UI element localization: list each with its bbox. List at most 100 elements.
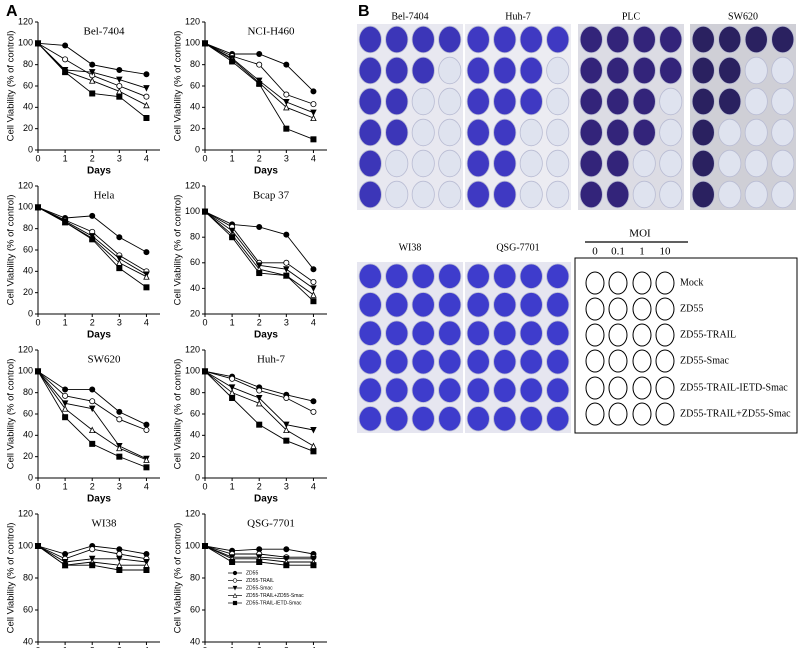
well	[385, 349, 409, 375]
y-tick-label: 0	[195, 144, 200, 154]
x-tick-label: 4	[311, 645, 316, 648]
legend-label: ZD55-TRAIL	[246, 578, 274, 584]
plate-label: QSG-7701	[496, 242, 539, 253]
x-tick-label: 0	[35, 153, 40, 163]
well	[493, 377, 517, 403]
well	[718, 149, 742, 178]
plate-label: Huh-7	[505, 11, 531, 22]
point	[310, 114, 317, 121]
y-tick-label: 120	[18, 180, 33, 190]
well	[659, 56, 683, 85]
chart-title: QSG-7701	[247, 518, 295, 530]
legend-label: ZD55-TRAIL-IETD-Smac	[246, 600, 302, 606]
moi-well	[632, 349, 652, 373]
well	[519, 320, 543, 346]
well	[659, 180, 683, 209]
well	[632, 149, 656, 178]
point	[88, 77, 96, 84]
point	[283, 562, 290, 569]
x-axis-label: Days	[254, 330, 278, 341]
well	[358, 377, 382, 403]
well	[411, 263, 435, 289]
y-tick-label: 100	[185, 206, 200, 216]
point	[256, 387, 263, 394]
point	[143, 567, 150, 574]
point	[310, 426, 317, 434]
panel-label: A	[6, 3, 18, 20]
y-tick-label: 80	[190, 572, 200, 582]
well	[438, 263, 462, 289]
point	[143, 93, 150, 100]
well	[771, 25, 795, 54]
well	[493, 118, 517, 147]
well	[691, 87, 715, 116]
x-tick-label: 1	[63, 481, 68, 491]
well	[546, 149, 570, 178]
x-axis-label: Days	[87, 330, 111, 341]
moi-column: 0	[592, 246, 598, 258]
well	[385, 406, 409, 432]
chart-title: Hela	[94, 190, 115, 202]
y-tick-label: 60	[23, 408, 33, 418]
legend-label: ZD55	[246, 570, 258, 576]
point	[89, 236, 96, 243]
moi-well	[655, 297, 675, 321]
point	[89, 440, 96, 447]
y-tick-label: 60	[190, 80, 200, 90]
plate-label: Bel-7404	[391, 11, 428, 22]
point	[256, 80, 263, 87]
series-line	[204, 211, 314, 289]
point	[283, 546, 290, 553]
y-tick-label: 80	[190, 59, 200, 69]
point	[283, 437, 290, 444]
point	[116, 67, 123, 74]
point	[310, 266, 317, 273]
chart-title: Huh-7	[257, 354, 286, 366]
well	[358, 263, 382, 289]
well	[579, 87, 603, 116]
x-tick-label: 1	[230, 481, 235, 491]
point	[310, 448, 317, 455]
point	[229, 394, 236, 401]
x-tick-label: 1	[230, 153, 235, 163]
well	[466, 56, 490, 85]
x-axis-label: Days	[254, 494, 278, 505]
y-tick-label: 60	[23, 80, 33, 90]
well	[493, 292, 517, 318]
plate	[357, 262, 463, 433]
well	[358, 292, 382, 318]
well	[358, 406, 382, 432]
well	[659, 149, 683, 178]
point	[88, 405, 96, 413]
point	[228, 384, 236, 391]
y-tick-label: 80	[23, 387, 33, 397]
moi-row-label: ZD55	[680, 303, 703, 314]
well	[546, 25, 570, 54]
point	[116, 408, 123, 415]
point	[283, 61, 290, 68]
x-tick-label: 2	[90, 645, 95, 648]
x-tick-label: 2	[257, 645, 262, 648]
moi-well	[632, 402, 652, 426]
x-tick-label: 3	[284, 645, 289, 648]
x-tick-label: 2	[90, 153, 95, 163]
y-tick-label: 20	[23, 287, 33, 297]
x-axis-label: Days	[254, 166, 278, 177]
well	[385, 292, 409, 318]
well	[546, 118, 570, 147]
well	[385, 56, 409, 85]
chart-title: NCI-H460	[247, 26, 295, 38]
point	[310, 278, 317, 285]
x-tick-label: 1	[63, 645, 68, 648]
moi-well	[608, 297, 628, 321]
x-tick-label: 0	[202, 481, 207, 491]
well	[519, 87, 543, 116]
x-tick-label: 3	[117, 645, 122, 648]
well	[411, 25, 435, 54]
well	[438, 149, 462, 178]
well	[466, 263, 490, 289]
well	[411, 180, 435, 209]
y-axis-label: Cell Viability (% of control)	[173, 523, 184, 634]
x-tick-label: 4	[144, 645, 149, 648]
x-tick-label: 4	[311, 317, 316, 327]
